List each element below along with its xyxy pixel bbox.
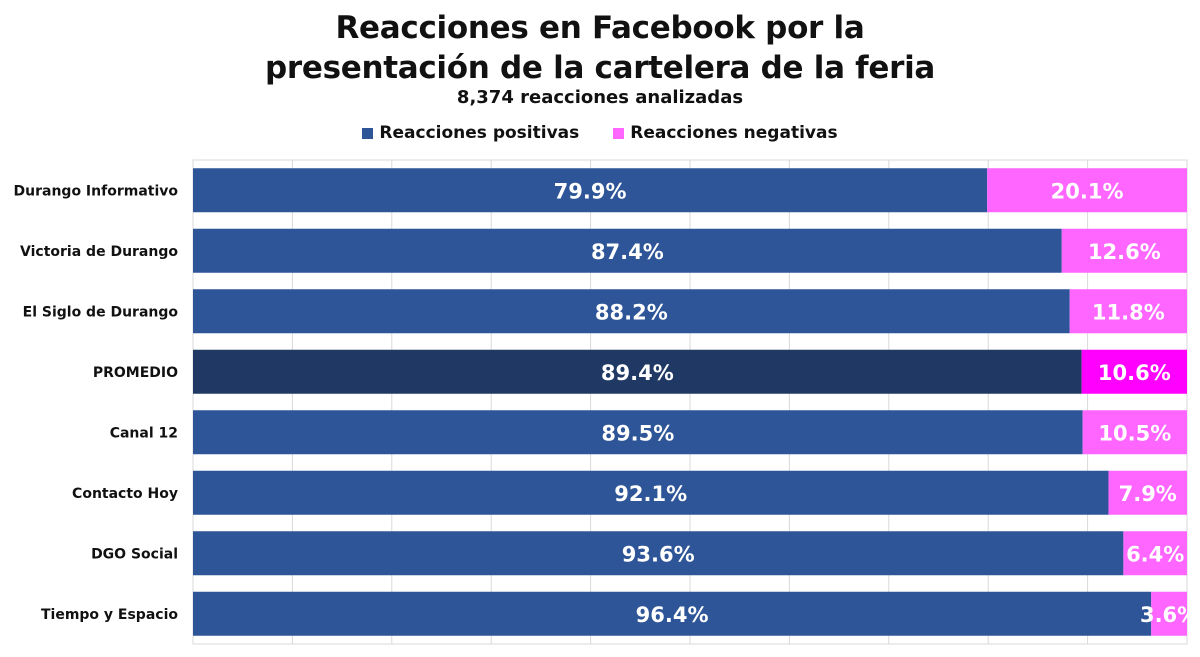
category-label: Victoria de Durango [20,244,178,260]
data-label-positive: 89.4% [601,361,674,385]
data-label-positive: 87.4% [591,240,664,264]
data-label-negative: 10.5% [1098,421,1171,445]
data-label-positive: 93.6% [622,542,695,566]
data-label-negative: 7.9% [1119,482,1177,506]
data-label-negative: 6.4% [1126,542,1184,566]
data-label-negative: 10.6% [1098,361,1171,385]
data-label-positive: 88.2% [595,300,668,324]
data-label-positive: 96.4% [636,603,709,627]
data-label-positive: 79.9% [554,179,627,203]
data-label-negative: 12.6% [1088,240,1161,264]
category-label: Durango Informativo [14,183,179,199]
category-label: Tiempo y Espacio [41,607,178,623]
data-label-negative: 11.8% [1092,300,1165,324]
category-label: Contacto Hoy [72,486,178,502]
data-label-negative: 3.6% [1140,603,1198,627]
data-label-positive: 89.5% [601,421,674,445]
category-label: Canal 12 [110,425,178,441]
category-label: PROMEDIO [93,365,178,381]
data-label-negative: 20.1% [1051,179,1124,203]
category-label: DGO Social [91,546,178,562]
category-label: El Siglo de Durango [23,304,179,320]
data-label-positive: 92.1% [614,482,687,506]
